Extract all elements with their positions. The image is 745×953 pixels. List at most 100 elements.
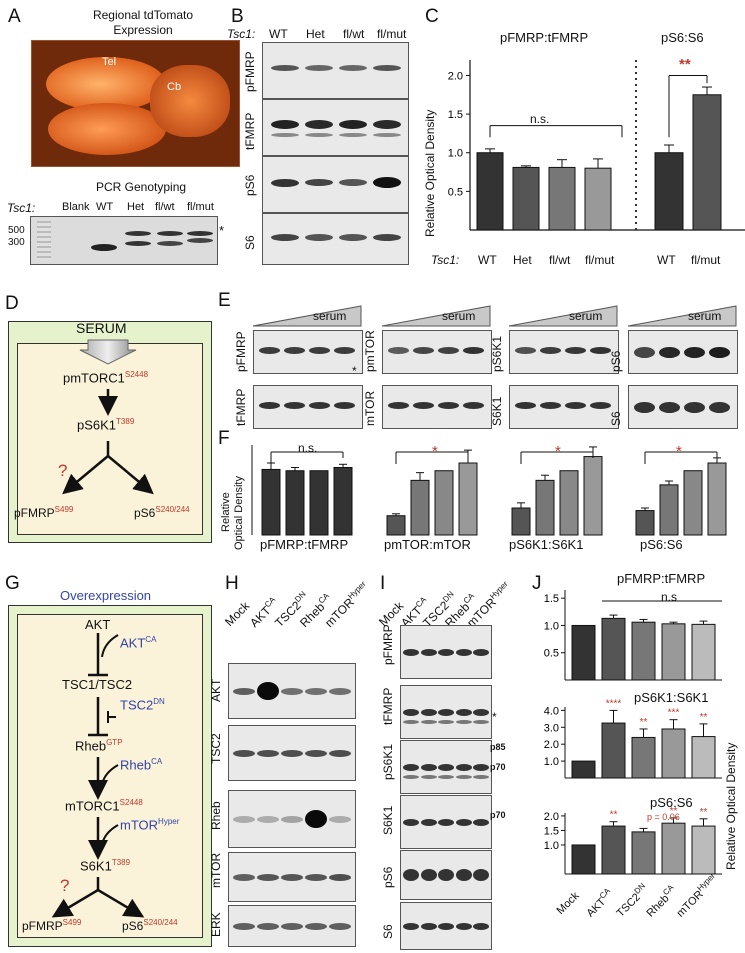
blot-b-label-pfmrp: pFMRP — [243, 51, 257, 92]
blot-band — [455, 775, 472, 779]
blot-e-label-top-4: pS6 — [609, 350, 623, 372]
chart-f-bar — [309, 470, 329, 536]
chart-j-ylabel: Relative Optical Density — [724, 742, 738, 870]
serum-wedge-shape — [509, 305, 618, 327]
blot-e-label-bottom-3: S6K1 — [490, 396, 504, 426]
chart-c-bar — [584, 167, 612, 231]
chart-j-bar — [631, 621, 656, 681]
blot-band — [305, 922, 327, 930]
blot-band — [473, 720, 489, 724]
serum-wedge-4 — [628, 305, 737, 327]
blot-band — [403, 648, 419, 656]
blot-band — [257, 682, 279, 700]
blot-band — [257, 749, 279, 757]
chart-j-bar — [601, 617, 626, 681]
blot-band — [455, 818, 472, 826]
blot-e-label-bottom-4: S6 — [609, 411, 623, 426]
serum-label-3: serum — [569, 309, 603, 323]
blot-e-top-3 — [509, 330, 619, 374]
chart-j-bar — [661, 822, 686, 875]
blot-band — [388, 347, 409, 354]
blot-i-label-ps6k1: pS6K1 — [381, 743, 395, 780]
blot-h-label-mtor: mTOR — [209, 852, 223, 888]
chart-c-ns: n.s. — [530, 112, 550, 126]
chart-j: 0.51.01.51.02.03.04.0********* **1.01.52.… — [544, 590, 722, 875]
blot-band — [455, 720, 472, 724]
chart-j-bar — [601, 722, 626, 779]
chart-j-xtick-2: AKTCA — [584, 886, 613, 920]
serum-label-2: serum — [442, 309, 476, 323]
blot-band — [473, 818, 489, 826]
chart-f-bar — [535, 479, 555, 536]
blot-e-top-4 — [628, 330, 738, 374]
blot-band — [438, 775, 454, 779]
chart-f-bar — [683, 470, 703, 536]
chart-j-ytick-label: 1.0 — [544, 620, 559, 632]
blot-b-s6 — [262, 213, 409, 265]
pathway-d-arrows — [62, 339, 154, 495]
pathway-g-rheb: RhebGTP — [75, 738, 123, 754]
blot-band — [305, 810, 327, 828]
pathway-g-mtorc1: mTORC1S2448 — [65, 798, 143, 814]
blot-b-lane-het: Het — [306, 27, 325, 41]
pathway-d-serum: SERUM — [76, 320, 127, 336]
pcr-lane-flmut: fl/mut — [187, 201, 214, 213]
blot-band — [329, 815, 351, 823]
panel-j-letter: J — [532, 573, 542, 594]
blot-band — [438, 869, 454, 881]
chart-f — [251, 445, 727, 536]
chart-j-ytick-label: 1.5 — [544, 593, 559, 605]
chart-j-bar — [661, 623, 686, 681]
pathway-g-left: pFMRPS499 — [22, 918, 82, 933]
blot-band — [233, 687, 255, 695]
blot-i-ps6 — [400, 850, 492, 900]
chart-j-sig: *** — [668, 708, 680, 719]
blot-i-label-s6k1: S6K1 — [381, 805, 395, 835]
blot-band — [259, 402, 280, 409]
blot-e-label-bottom-2: mTOR — [363, 390, 377, 426]
blot-band — [420, 763, 437, 771]
blot-e-label-top-1: pFMRP — [234, 331, 248, 372]
blot-band — [420, 648, 437, 656]
chart-j-sig: **** — [606, 698, 622, 709]
blot-h-label-akt: AKT — [209, 678, 223, 702]
chart-j-ytick-label: 3.0 — [544, 722, 559, 734]
blot-band — [388, 402, 409, 409]
blot-b-lane-wt: WT — [269, 27, 288, 41]
blot-band — [305, 687, 327, 695]
blot-h-label-rheb: Rheb — [209, 801, 223, 830]
blot-band — [659, 347, 680, 358]
chart-j-ytick-label: 2.0 — [544, 739, 559, 751]
blot-band — [684, 347, 705, 358]
blot-band — [281, 687, 303, 695]
chart-f-bar — [707, 462, 727, 536]
blot-band — [281, 749, 303, 757]
blot-band — [709, 347, 730, 358]
blot-b-label-ps6: pS6 — [243, 174, 257, 196]
chart-j-bar — [571, 844, 596, 875]
pathway-g-title: Overexpression — [60, 588, 152, 603]
blot-band — [540, 347, 561, 354]
chart-f-bar — [458, 462, 478, 536]
panel-i-letter: I — [380, 573, 386, 594]
blot-band — [455, 922, 472, 930]
serum-label-1: serum — [313, 309, 347, 323]
blot-band — [455, 763, 472, 771]
pathway-g-arrows — [51, 633, 145, 918]
chart-c-cat-flmut2: fl/mut — [691, 253, 721, 267]
chart-c-sig: ** — [679, 56, 691, 73]
blot-band — [403, 708, 419, 716]
serum-wedge-shape — [253, 305, 362, 327]
chart-c-bar-right — [654, 152, 684, 231]
blot-i-label-tfmrp: tFMRP — [381, 687, 395, 725]
blot-band — [334, 402, 355, 409]
serum-wedge-shape — [628, 305, 737, 327]
panel-d-letter: D — [5, 293, 19, 314]
blot-band — [438, 922, 454, 930]
blot-h-lane-1: Mock — [222, 598, 253, 629]
blot-band — [420, 720, 437, 724]
blot-i-s6k1 — [400, 795, 492, 849]
blot-band — [403, 869, 419, 881]
blot-band — [284, 347, 305, 354]
chart-f-sig-4: * — [676, 443, 682, 460]
